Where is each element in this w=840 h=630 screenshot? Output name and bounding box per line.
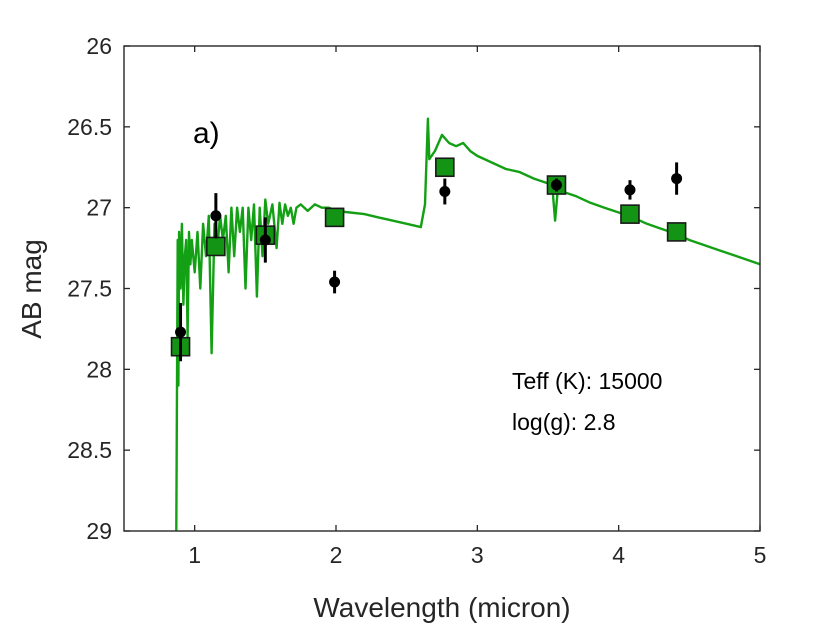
ticks xyxy=(124,45,761,532)
model-spectrum-line xyxy=(175,117,761,532)
observed-point xyxy=(175,326,187,338)
y-tick-label: 28.5 xyxy=(67,437,112,463)
logg-annotation: log(g): 2.8 xyxy=(512,409,616,435)
x-tick-label: 5 xyxy=(754,542,767,568)
observed-point xyxy=(624,184,636,196)
x-tick-label: 3 xyxy=(471,542,484,568)
synthetic-point xyxy=(666,222,687,242)
x-tick-label: 4 xyxy=(612,542,625,568)
panel-label: a) xyxy=(193,117,220,150)
x-tick-label: 1 xyxy=(188,542,201,568)
synthetic-point xyxy=(206,236,226,257)
tick-labels: 1 2 3 4 5 26 26.5 27 27.5 28 28.5 29 xyxy=(67,33,766,568)
y-tick-label: 28 xyxy=(86,356,112,382)
y-tick-label: 26.5 xyxy=(67,114,112,140)
synthetic-point xyxy=(324,207,345,228)
observed-point xyxy=(329,276,341,288)
y-tick-label: 27 xyxy=(86,195,112,221)
plot-background xyxy=(124,46,760,531)
y-tick-label: 26 xyxy=(86,33,112,59)
synthetic-point xyxy=(620,204,640,224)
x-tick-label: 2 xyxy=(330,542,343,568)
synthetic-point xyxy=(435,157,455,178)
observed-point xyxy=(259,234,271,246)
y-tick-label: 29 xyxy=(86,518,112,544)
observed-point xyxy=(671,173,683,185)
x-axis-title: Wavelength (micron) xyxy=(313,592,570,623)
observed-point xyxy=(210,210,222,222)
teff-annotation: Teff (K): 15000 xyxy=(512,368,662,394)
observed-point xyxy=(439,186,451,197)
y-axis-title: AB mag xyxy=(16,239,47,339)
data-layer xyxy=(170,117,761,532)
y-tick-label: 27.5 xyxy=(67,276,112,302)
observed-point xyxy=(550,179,562,191)
